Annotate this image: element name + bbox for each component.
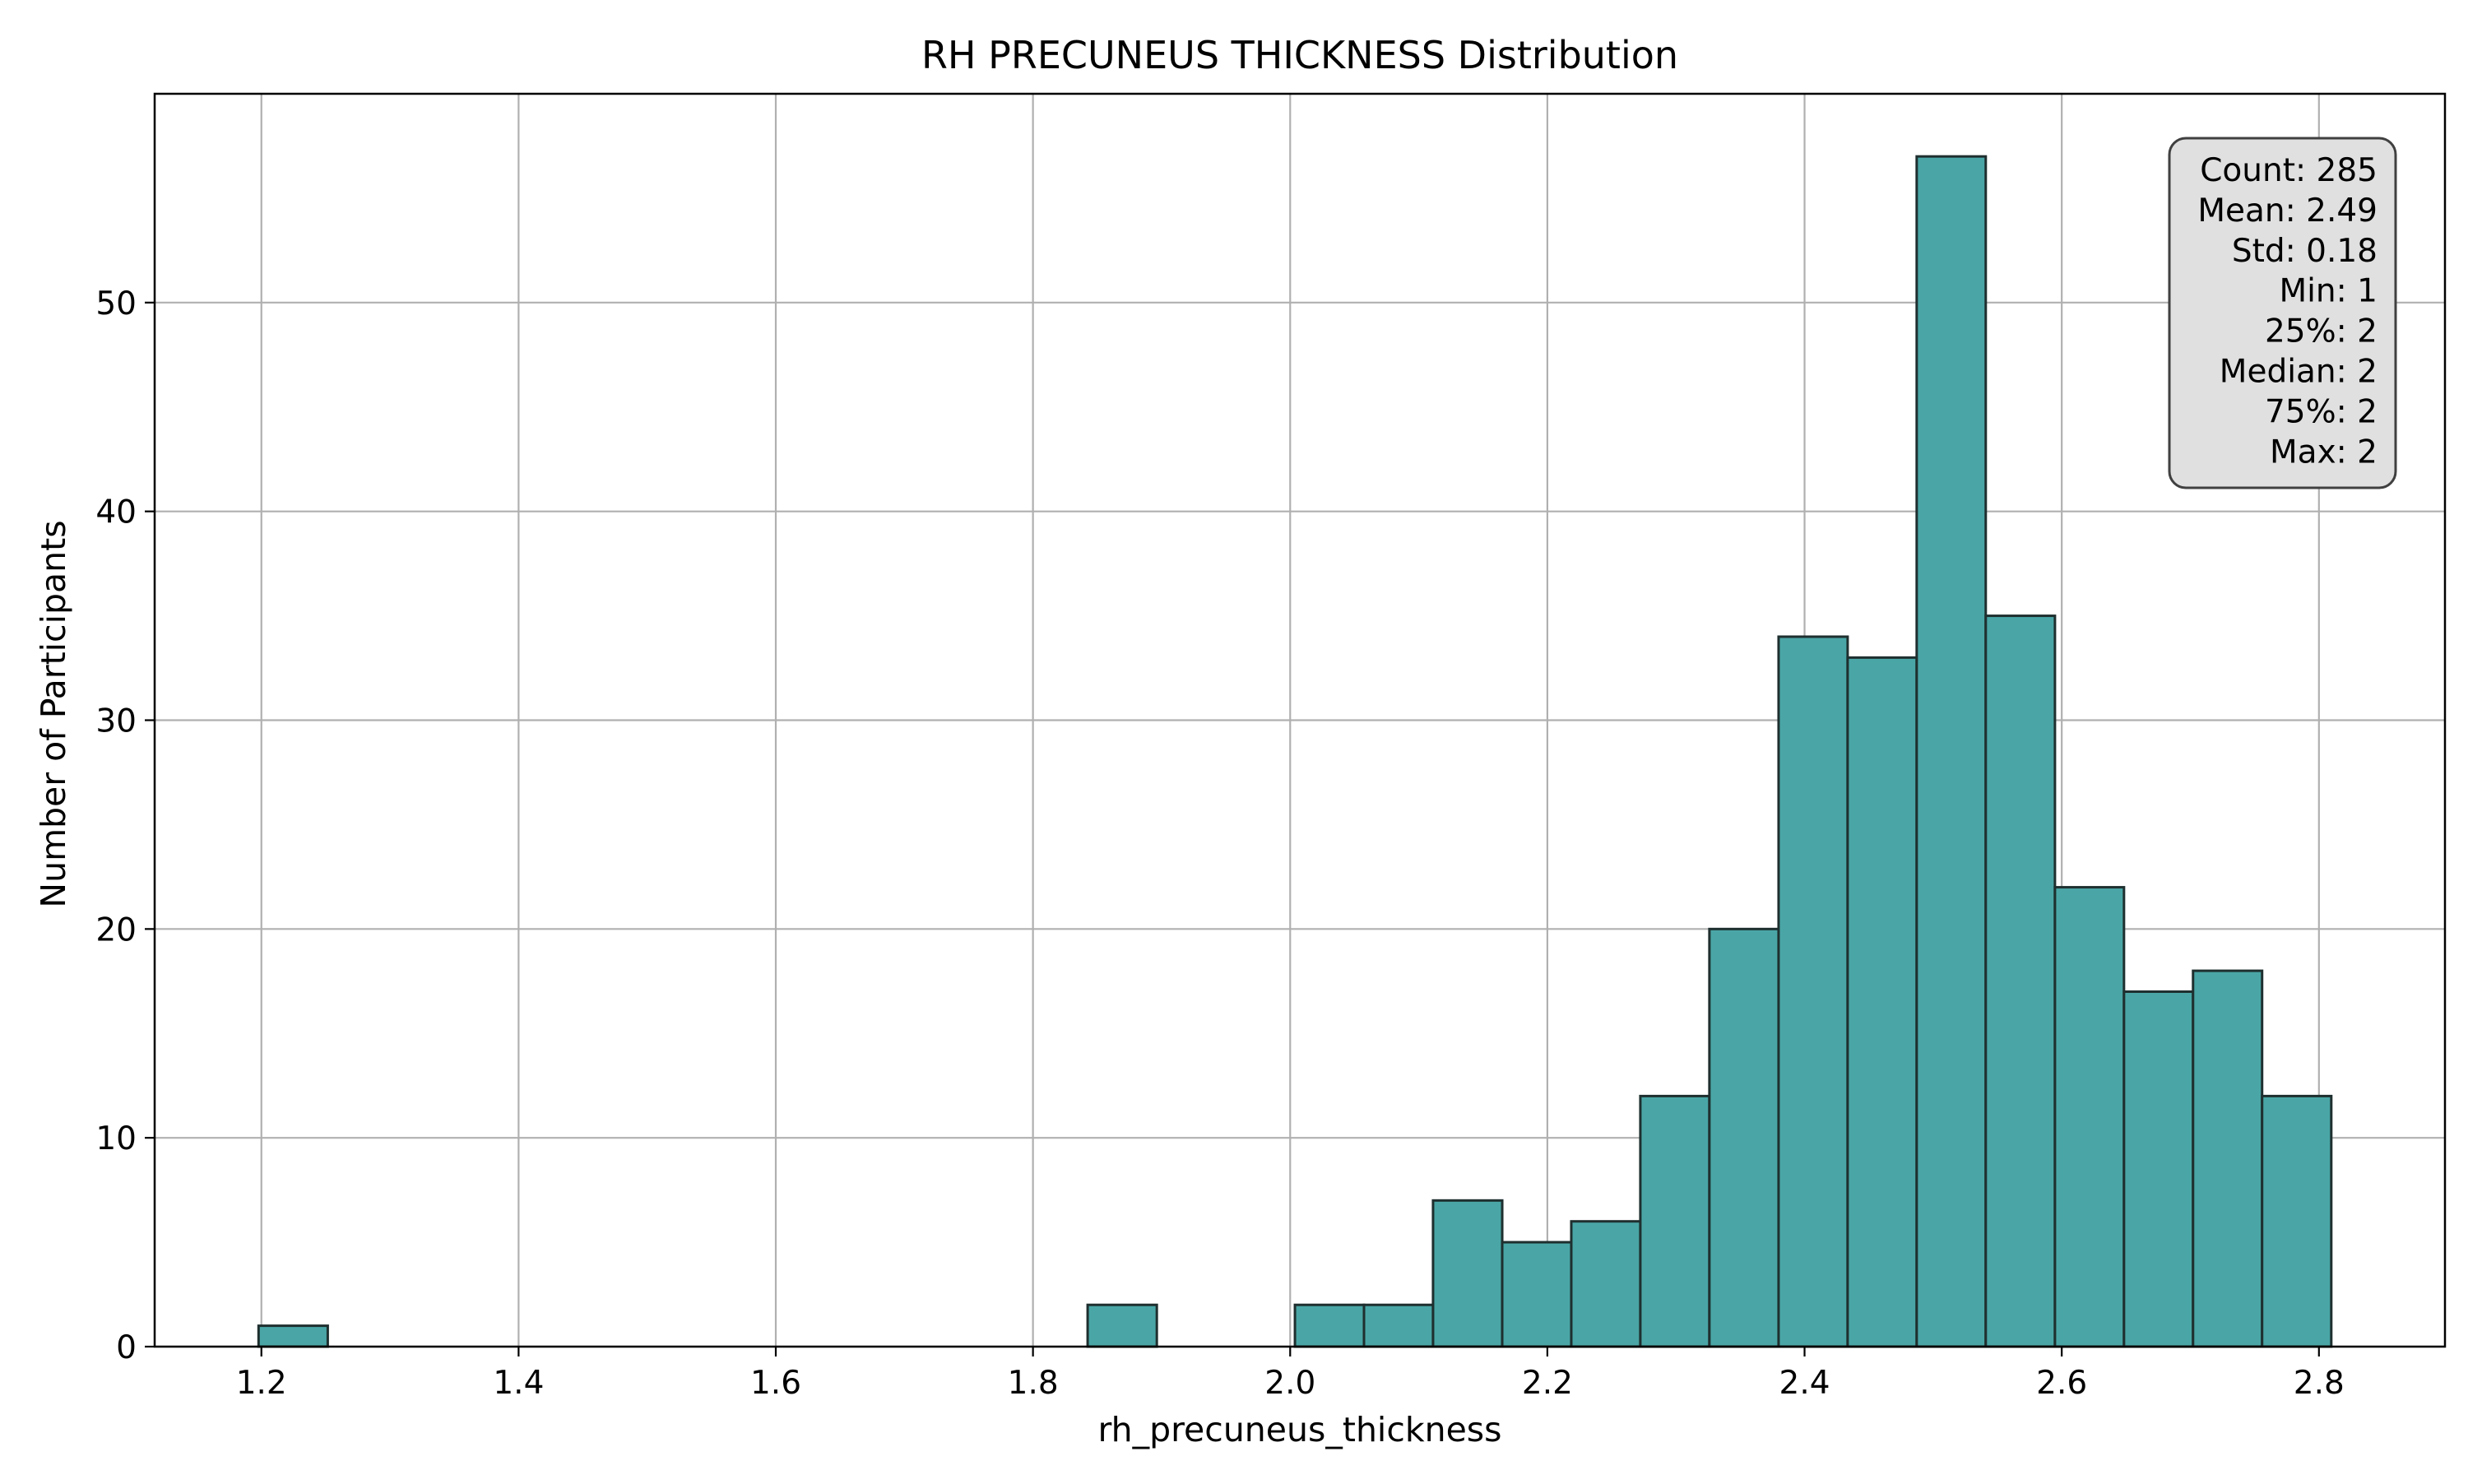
histogram-bar — [1431, 1199, 1504, 1348]
x-tick-label: 2.2 — [1522, 1365, 1573, 1402]
x-tick-label: 2.0 — [1264, 1365, 1315, 1402]
histogram-bar — [2192, 969, 2264, 1348]
y-tick-label: 30 — [95, 703, 137, 740]
y-axis-label: Number of Participants — [34, 520, 73, 907]
x-tick-label: 1.4 — [493, 1365, 544, 1402]
stats-line: 75%: 2 — [2265, 393, 2378, 430]
histogram-bar — [1708, 927, 1780, 1348]
x-tick-label: 1.2 — [236, 1365, 287, 1402]
histogram-bar — [1362, 1303, 1435, 1348]
stats-line: 25%: 2 — [2265, 313, 2378, 350]
histogram-bar — [1570, 1220, 1642, 1348]
x-tick-label: 2.4 — [1779, 1365, 1830, 1402]
histogram-bar — [1639, 1094, 1711, 1348]
x-tick-label: 2.6 — [2036, 1365, 2087, 1402]
chart-title: RH PRECUNEUS THICKNESS Distribution — [921, 33, 1678, 77]
stats-line: Min: 1 — [2279, 273, 2378, 310]
x-axis-label: rh_precuneus_thickness — [1097, 1410, 1501, 1449]
stats-line: Median: 2 — [2220, 354, 2378, 391]
histogram-bar — [2053, 886, 2126, 1348]
x-axis-ticks: 1.2 1.4 1.6 1.8 2.0 2.2 2.4 2.6 2.8 — [236, 1347, 2345, 1402]
stats-line: Mean: 2.49 — [2197, 192, 2378, 230]
histogram-bar — [257, 1324, 329, 1348]
y-axis-ticks: 0 10 20 30 40 50 — [95, 285, 155, 1366]
histogram-bar — [1777, 635, 1849, 1348]
stats-box-background — [2168, 137, 2397, 489]
y-tick-label: 0 — [116, 1329, 137, 1366]
y-tick-label: 10 — [95, 1120, 137, 1157]
histogram-bar — [1501, 1241, 1573, 1348]
y-tick-label: 20 — [95, 911, 137, 948]
histogram-bar — [2261, 1094, 2333, 1348]
stats-line: Std: 0.18 — [2232, 233, 2378, 270]
x-tick-label: 1.8 — [1008, 1365, 1059, 1402]
stats-line: Max: 2 — [2270, 434, 2378, 471]
x-tick-label: 2.8 — [2294, 1365, 2345, 1402]
stats-line: Count: 285 — [2200, 152, 2378, 189]
histogram-bar — [1846, 656, 1918, 1348]
y-tick-label: 40 — [95, 494, 137, 531]
histogram-bar — [1086, 1303, 1158, 1348]
histogram-bar — [1984, 614, 2057, 1348]
histogram-bar — [1915, 155, 1988, 1348]
histogram-bar — [1293, 1303, 1366, 1348]
y-tick-label: 50 — [95, 285, 137, 322]
histogram-bar — [2122, 990, 2195, 1348]
histogram-bars — [257, 155, 2333, 1348]
x-tick-label: 1.6 — [750, 1365, 801, 1402]
